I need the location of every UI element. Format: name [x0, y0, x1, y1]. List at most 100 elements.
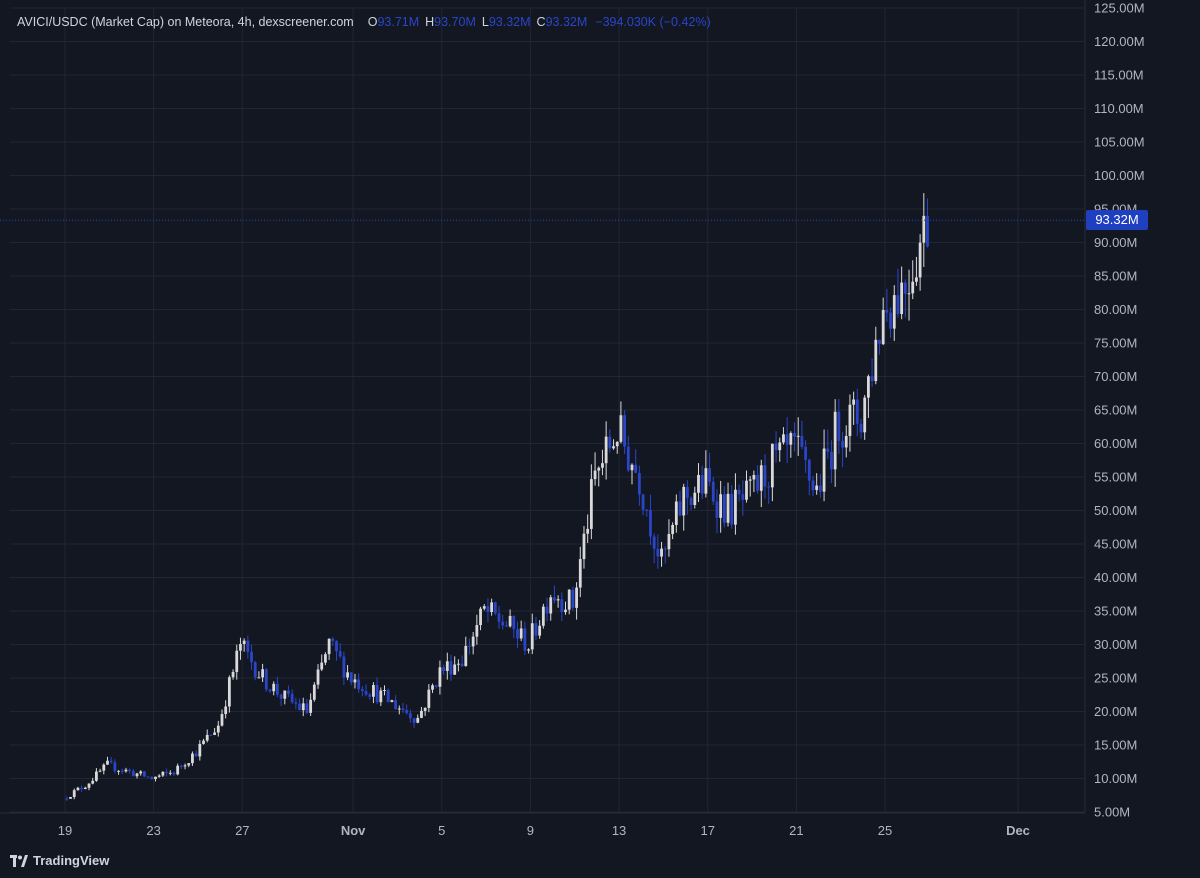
candle-body — [663, 548, 667, 550]
open-value: 93.71M — [377, 15, 420, 29]
candle — [900, 266, 904, 320]
candle — [763, 454, 767, 499]
candle-body — [475, 625, 479, 637]
candle — [671, 522, 675, 540]
candle — [818, 473, 822, 498]
candle-body — [855, 399, 859, 424]
tradingview-brand[interactable]: TradingView — [10, 853, 109, 868]
candlestick-series — [65, 193, 929, 801]
candle — [456, 659, 460, 672]
candle — [641, 493, 645, 516]
candle-body — [128, 769, 132, 771]
candle — [379, 687, 383, 707]
candle-body — [375, 685, 379, 703]
candle-body — [194, 753, 198, 757]
y-tick-label: 115.00M — [1094, 68, 1144, 83]
candle-body — [807, 459, 811, 481]
y-tick-label: 105.00M — [1094, 135, 1145, 150]
candle — [290, 689, 294, 704]
candle-body — [239, 643, 242, 651]
candle — [523, 621, 527, 655]
candle-body — [490, 602, 494, 612]
candle — [65, 796, 69, 801]
candle-body — [109, 760, 113, 763]
candle — [117, 770, 120, 775]
candle — [268, 688, 272, 694]
candle-body — [65, 798, 69, 800]
candle — [227, 675, 231, 713]
candle-body — [556, 599, 560, 601]
candle-body — [889, 312, 892, 329]
candle — [312, 682, 316, 702]
candle — [91, 777, 95, 785]
candle — [922, 193, 926, 267]
candle — [471, 632, 475, 655]
candle — [235, 644, 239, 680]
candle-body — [220, 714, 224, 726]
candle-body — [541, 606, 545, 626]
candle — [892, 285, 896, 341]
candle-body — [83, 787, 87, 790]
candle-body — [143, 771, 146, 777]
candle — [855, 388, 859, 437]
candle — [545, 597, 549, 622]
candle-body — [615, 441, 619, 447]
candle-body — [179, 765, 183, 767]
x-tick-label: Nov — [341, 823, 366, 838]
candle — [597, 466, 601, 487]
price-axis[interactable]: 5.00M 10.00M 15.00M 20.00M 25.00M 30.00M 35.00… — [1094, 1, 1145, 820]
candle — [686, 480, 689, 515]
candle-body — [327, 638, 331, 655]
time-axis[interactable]: 19 23 27 Nov 5 9 13 17 21 25 Dec — [58, 823, 1030, 838]
candle-body — [726, 493, 730, 523]
candle-body — [390, 700, 394, 703]
candle-body — [216, 725, 220, 733]
candle — [538, 620, 542, 639]
candle — [165, 768, 168, 777]
candle-body — [763, 465, 767, 487]
candle — [275, 676, 279, 698]
candle-body — [305, 703, 309, 713]
candle — [885, 288, 889, 322]
candle-body — [113, 762, 117, 772]
candle — [778, 437, 782, 462]
low-label: L — [481, 15, 489, 29]
x-tick-label: 17 — [700, 823, 714, 838]
candle-body — [357, 679, 361, 690]
candle-body — [693, 492, 697, 505]
candle-body — [804, 446, 808, 460]
candle — [782, 427, 785, 445]
candle — [796, 417, 800, 456]
candle-body — [560, 599, 564, 613]
candle — [412, 717, 416, 728]
candle-body — [412, 718, 416, 723]
candle — [844, 425, 848, 458]
symbol-title: AVICI/USDC (Market Cap) on Meteora, 4h, … — [17, 15, 354, 29]
candle — [179, 764, 183, 769]
candle — [279, 693, 283, 707]
candle-body — [612, 446, 615, 449]
candle-body — [268, 689, 272, 692]
candle-body — [283, 690, 287, 699]
candle — [205, 729, 209, 743]
candle — [748, 476, 752, 497]
candle — [793, 422, 796, 452]
candle-body — [597, 467, 601, 471]
candle-body — [150, 776, 154, 780]
y-tick-label: 85.00M — [1094, 269, 1137, 284]
candle — [615, 441, 619, 454]
candle — [423, 707, 427, 716]
y-tick-label: 125.00M — [1094, 1, 1145, 16]
candle — [678, 490, 682, 517]
candle-body — [907, 293, 911, 295]
candle — [711, 476, 715, 505]
candle-body — [298, 703, 301, 711]
candle-body — [301, 703, 305, 711]
candle — [420, 706, 423, 719]
candle-body — [91, 780, 95, 784]
candle — [72, 788, 76, 800]
high-label: H — [425, 15, 435, 29]
candle — [519, 620, 523, 642]
candle-body — [564, 609, 567, 613]
